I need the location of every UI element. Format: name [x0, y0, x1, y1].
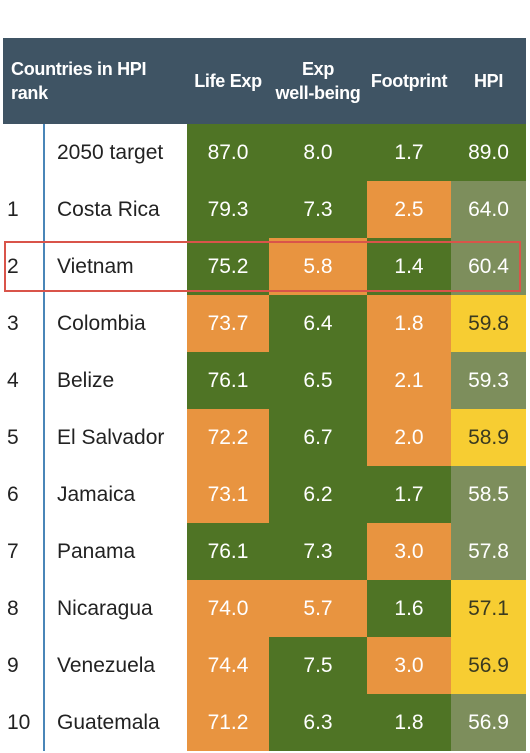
footprint-cell: 1.6: [367, 580, 452, 637]
wellbeing-cell: 8.0: [269, 124, 368, 181]
table-header: Countries in HPI rank Life Exp Exp well-…: [3, 38, 527, 124]
country-cell: Costa Rica: [42, 181, 188, 238]
table-row: 10 Guatemala 71.2 6.3 1.8 56.9: [3, 694, 527, 751]
life-exp-cell: 74.0: [187, 580, 270, 637]
table-row: 8 Nicaragua 74.0 5.7 1.6 57.1: [3, 580, 527, 637]
wellbeing-cell: 7.3: [269, 523, 368, 580]
footprint-cell: 2.0: [367, 409, 452, 466]
country-cell: Venezuela: [42, 637, 188, 694]
hpi-cell: 59.3: [451, 352, 527, 409]
header-hpi: HPI: [451, 38, 527, 124]
header-countries-rank: Countries in HPI rank: [3, 38, 188, 124]
wellbeing-cell: 6.4: [269, 295, 368, 352]
hpi-ranking-table: Countries in HPI rank Life Exp Exp well-…: [3, 38, 527, 751]
country-cell: Nicaragua: [42, 580, 188, 637]
footprint-cell: 3.0: [367, 523, 452, 580]
wellbeing-cell: 7.5: [269, 637, 368, 694]
header-footprint: Footprint: [367, 38, 452, 124]
life-exp-cell: 76.1: [187, 523, 270, 580]
life-exp-cell: 72.2: [187, 409, 270, 466]
rank-cell: 7: [7, 539, 19, 563]
wellbeing-cell: 5.7: [269, 580, 368, 637]
rank-cell: 4: [7, 368, 19, 392]
hpi-cell: 64.0: [451, 181, 527, 238]
table-row: 2050 target 87.0 8.0 1.7 89.0: [3, 124, 527, 181]
table-row: 1 Costa Rica 79.3 7.3 2.5 64.0: [3, 181, 527, 238]
header-exp-wellbeing-line1: Exp: [301, 59, 335, 79]
rank-cell: 2: [7, 254, 19, 278]
life-exp-cell: 71.2: [187, 694, 270, 751]
table-row: 3 Colombia 73.7 6.4 1.8 59.8: [3, 295, 527, 352]
hpi-cell: 59.8: [451, 295, 527, 352]
rank-cell: 5: [7, 425, 19, 449]
country-cell: 2050 target: [42, 124, 188, 181]
hpi-cell: 58.9: [451, 409, 527, 466]
table-row: 6 Jamaica 73.1 6.2 1.7 58.5: [3, 466, 527, 523]
table-row: 9 Venezuela 74.4 7.5 3.0 56.9: [3, 637, 527, 694]
country-cell: Panama: [42, 523, 188, 580]
hpi-cell: 58.5: [451, 466, 527, 523]
header-life-exp: Life Exp: [187, 38, 270, 124]
footprint-cell: 1.8: [367, 694, 452, 751]
country-cell: Colombia: [42, 295, 188, 352]
hpi-cell: 57.1: [451, 580, 527, 637]
table-body: 2050 target 87.0 8.0 1.7 89.0 1 Costa Rica 79.3…: [3, 124, 527, 751]
life-exp-cell: 79.3: [187, 181, 270, 238]
rank-cell: [3, 124, 44, 181]
life-exp-cell: 75.2: [187, 238, 270, 295]
hpi-cell: 56.9: [451, 694, 527, 751]
table-row: 7 Panama 76.1 7.3 3.0 57.8: [3, 523, 527, 580]
life-exp-cell: 76.1: [187, 352, 270, 409]
wellbeing-cell: 7.3: [269, 181, 368, 238]
life-exp-cell: 87.0: [187, 124, 270, 181]
footprint-cell: 2.1: [367, 352, 452, 409]
rank-cell: 3: [7, 311, 19, 335]
wellbeing-cell: 6.3: [269, 694, 368, 751]
table-row: 4 Belize 76.1 6.5 2.1 59.3: [3, 352, 527, 409]
rank-cell: 1: [7, 197, 19, 221]
life-exp-cell: 73.1: [187, 466, 270, 523]
life-exp-cell: 73.7: [187, 295, 270, 352]
footprint-cell: 2.5: [367, 181, 452, 238]
country-cell: Belize: [42, 352, 188, 409]
rank-cell: 9: [7, 653, 19, 677]
rank-cell: 6: [7, 482, 19, 506]
table-row: 2 Vietnam 75.2 5.8 1.4 60.4: [3, 238, 527, 295]
life-exp-cell: 74.4: [187, 637, 270, 694]
table-row: 5 El Salvador 72.2 6.7 2.0 58.9: [3, 409, 527, 466]
wellbeing-cell: 6.7: [269, 409, 368, 466]
rank-cell: 8: [7, 596, 19, 620]
header-exp-wellbeing-line2: well-being: [275, 83, 361, 103]
footprint-cell: 1.7: [367, 466, 452, 523]
rank-cell: 10: [7, 710, 31, 734]
hpi-cell: 60.4: [451, 238, 527, 295]
header-exp-wellbeing: Exp well-being: [269, 38, 368, 124]
footprint-cell: 3.0: [367, 637, 452, 694]
footprint-cell: 1.7: [367, 124, 452, 181]
wellbeing-cell: 5.8: [269, 238, 368, 295]
footprint-cell: 1.4: [367, 238, 452, 295]
country-cell: Jamaica: [42, 466, 188, 523]
wellbeing-cell: 6.5: [269, 352, 368, 409]
footprint-cell: 1.8: [367, 295, 452, 352]
hpi-cell: 57.8: [451, 523, 527, 580]
hpi-cell: 56.9: [451, 637, 527, 694]
country-cell: Guatemala: [42, 694, 188, 751]
hpi-cell: 89.0: [451, 124, 527, 181]
country-cell: Vietnam: [42, 238, 188, 295]
wellbeing-cell: 6.2: [269, 466, 368, 523]
country-cell: El Salvador: [42, 409, 188, 466]
